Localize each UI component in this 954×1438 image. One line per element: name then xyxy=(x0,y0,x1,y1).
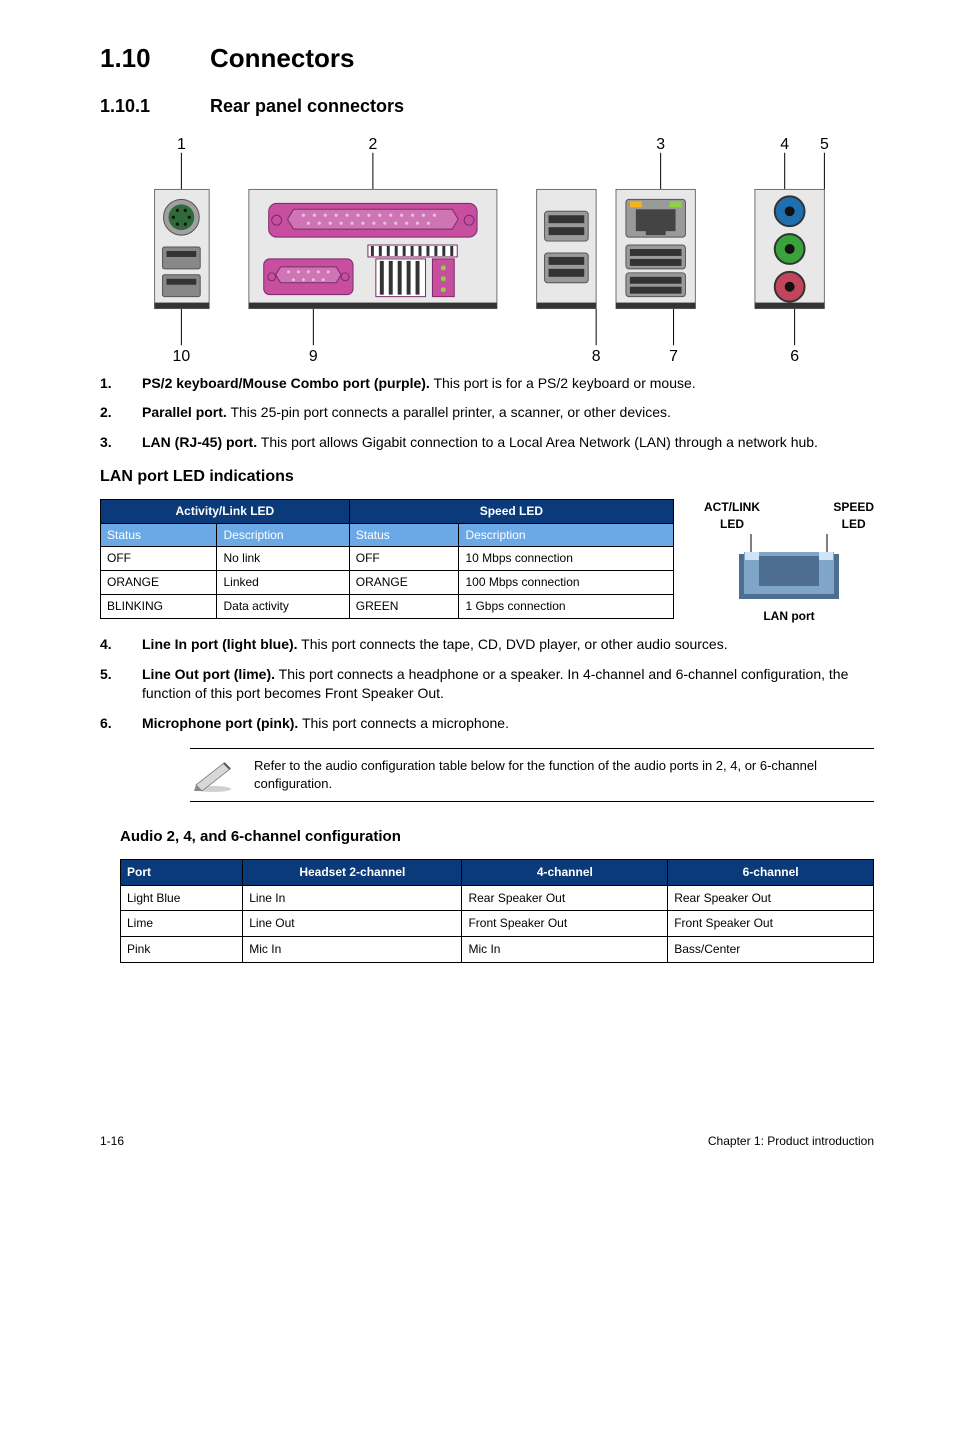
legend-left-top: ACT/LINK xyxy=(704,500,760,514)
legend-left-bot: LED xyxy=(720,517,744,531)
list-item: 3.LAN (RJ-45) port. This port allows Gig… xyxy=(100,433,874,453)
led-col-header: Description xyxy=(459,523,674,547)
item-number: 1. xyxy=(100,374,142,394)
note-box: Refer to the audio configuration table b… xyxy=(190,748,874,802)
table-cell: No link xyxy=(217,547,349,571)
item-body: LAN (RJ-45) port. This port allows Gigab… xyxy=(142,433,874,453)
table-cell: ORANGE xyxy=(101,571,217,595)
table-cell: Rear Speaker Out xyxy=(462,885,668,911)
item-body: Line Out port (lime). This port connects… xyxy=(142,665,874,704)
list-item: 4.Line In port (light blue). This port c… xyxy=(100,635,874,655)
table-cell: OFF xyxy=(101,547,217,571)
svg-text:6: 6 xyxy=(790,348,799,364)
list-item: 6.Microphone port (pink). This port conn… xyxy=(100,714,874,734)
subsection-number: 1.10.1 xyxy=(100,94,210,119)
item-number: 2. xyxy=(100,403,142,423)
table-cell: OFF xyxy=(349,547,459,571)
svg-text:7: 7 xyxy=(669,348,678,364)
table-cell: Line Out xyxy=(243,911,462,937)
audio-header: Port xyxy=(121,859,243,885)
table-row: LimeLine OutFront Speaker OutFront Speak… xyxy=(121,911,874,937)
subsection-title: 1.10.1Rear panel connectors xyxy=(100,94,874,119)
led-table: Activity/Link LEDSpeed LEDStatusDescript… xyxy=(100,499,674,619)
table-cell: Data activity xyxy=(217,594,349,618)
subsection-name: Rear panel connectors xyxy=(210,96,404,116)
section-number: 1.10 xyxy=(100,40,210,76)
audio-heading: Audio 2, 4, and 6-channel configuration xyxy=(120,826,874,847)
item-body: Microphone port (pink). This port connec… xyxy=(142,714,874,734)
item-number: 4. xyxy=(100,635,142,655)
section-title: 1.10Connectors xyxy=(100,40,874,76)
table-row: Light BlueLine InRear Speaker OutRear Sp… xyxy=(121,885,874,911)
table-row: ORANGELinkedORANGE100 Mbps connection xyxy=(101,571,674,595)
pencil-icon xyxy=(190,757,236,793)
table-cell: Bass/Center xyxy=(668,937,874,963)
legend-right-top: SPEED xyxy=(833,500,874,514)
table-cell: Lime xyxy=(121,911,243,937)
svg-text:10: 10 xyxy=(173,348,191,364)
audio-table: PortHeadset 2-channel4-channel6-channelL… xyxy=(120,859,874,963)
table-cell: Pink xyxy=(121,937,243,963)
table-cell: ORANGE xyxy=(349,571,459,595)
note-text: Refer to the audio configuration table b… xyxy=(254,757,874,793)
led-col-header: Description xyxy=(217,523,349,547)
table-cell: Mic In xyxy=(243,937,462,963)
led-col-header: Status xyxy=(101,523,217,547)
footer-left: 1-16 xyxy=(100,1133,124,1150)
item-number: 6. xyxy=(100,714,142,734)
svg-text:2: 2 xyxy=(368,135,377,152)
led-col-header: Status xyxy=(349,523,459,547)
svg-text:4: 4 xyxy=(780,135,789,152)
legend-port-label: LAN port xyxy=(704,608,874,625)
item-body: PS/2 keyboard/Mouse Combo port (purple).… xyxy=(142,374,874,394)
table-row: PinkMic InMic InBass/Center xyxy=(121,937,874,963)
svg-text:3: 3 xyxy=(656,135,665,152)
led-legend: ACT/LINK LED SPEED LED LAN port xyxy=(704,499,874,625)
list-item: 1.PS/2 keyboard/Mouse Combo port (purple… xyxy=(100,374,874,394)
audio-header: 4-channel xyxy=(462,859,668,885)
legend-right-bot: LED xyxy=(842,517,866,531)
table-cell: Linked xyxy=(217,571,349,595)
table-cell: Mic In xyxy=(462,937,668,963)
table-cell: Rear Speaker Out xyxy=(668,885,874,911)
table-cell: Front Speaker Out xyxy=(668,911,874,937)
table-cell: Front Speaker Out xyxy=(462,911,668,937)
table-cell: Light Blue xyxy=(121,885,243,911)
page-footer: 1-16 Chapter 1: Product introduction xyxy=(100,1133,874,1150)
svg-text:5: 5 xyxy=(820,135,829,152)
audio-header: 6-channel xyxy=(668,859,874,885)
led-group-header: Speed LED xyxy=(349,499,673,523)
rear-panel-diagram: 1 2 3 4 5 10 9 8 7 6 xyxy=(100,134,874,364)
table-cell: Line In xyxy=(243,885,462,911)
connector-list-a: 1.PS/2 keyboard/Mouse Combo port (purple… xyxy=(100,374,874,453)
led-group-header: Activity/Link LED xyxy=(101,499,350,523)
table-row: OFFNo linkOFF10 Mbps connection xyxy=(101,547,674,571)
list-item: 2.Parallel port. This 25-pin port connec… xyxy=(100,403,874,423)
table-cell: 10 Mbps connection xyxy=(459,547,674,571)
svg-text:1: 1 xyxy=(177,135,186,152)
section-name: Connectors xyxy=(210,43,354,73)
item-number: 3. xyxy=(100,433,142,453)
table-row: BLINKINGData activityGREEN1 Gbps connect… xyxy=(101,594,674,618)
table-cell: 1 Gbps connection xyxy=(459,594,674,618)
item-number: 5. xyxy=(100,665,142,704)
svg-text:9: 9 xyxy=(309,348,318,364)
list-item: 5.Line Out port (lime). This port connec… xyxy=(100,665,874,704)
audio-header: Headset 2-channel xyxy=(243,859,462,885)
table-cell: 100 Mbps connection xyxy=(459,571,674,595)
svg-text:8: 8 xyxy=(592,348,601,364)
connector-list-b: 4.Line In port (light blue). This port c… xyxy=(100,635,874,733)
table-cell: BLINKING xyxy=(101,594,217,618)
led-heading: LAN port LED indications xyxy=(100,466,874,488)
item-body: Parallel port. This 25-pin port connects… xyxy=(142,403,874,423)
item-body: Line In port (light blue). This port con… xyxy=(142,635,874,655)
footer-right: Chapter 1: Product introduction xyxy=(708,1133,874,1150)
table-cell: GREEN xyxy=(349,594,459,618)
